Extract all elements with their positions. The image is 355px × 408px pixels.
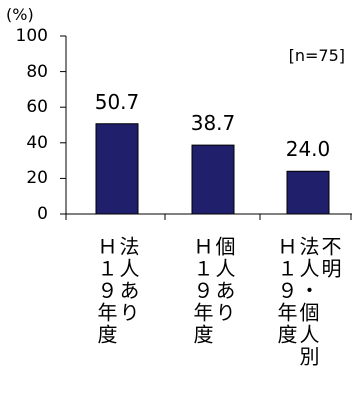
y-tick-label: 0: [37, 204, 48, 224]
category-label: 個人あり Ｈ１９年度: [190, 236, 236, 346]
y-tick-label: 60: [26, 97, 48, 118]
bar: [191, 144, 235, 215]
category-label: 法人あり Ｈ１９年度: [94, 236, 140, 346]
y-tick-label: 80: [26, 61, 48, 82]
bar-value-label: 38.7: [190, 111, 236, 136]
bar: [286, 170, 330, 215]
sample-size-label: [n=75]: [288, 46, 345, 65]
y-tick-label: 100: [15, 26, 48, 46]
category-label: 不明 法人・個人別 Ｈ１９年度: [274, 236, 342, 368]
bar-value-label: 24.0: [285, 137, 331, 162]
y-axis-unit-label: (%): [6, 5, 34, 24]
y-tick-label: 40: [26, 132, 48, 153]
bar: [95, 123, 139, 215]
bar-value-label: 50.7: [94, 89, 140, 114]
y-tick-label: 20: [26, 168, 48, 189]
